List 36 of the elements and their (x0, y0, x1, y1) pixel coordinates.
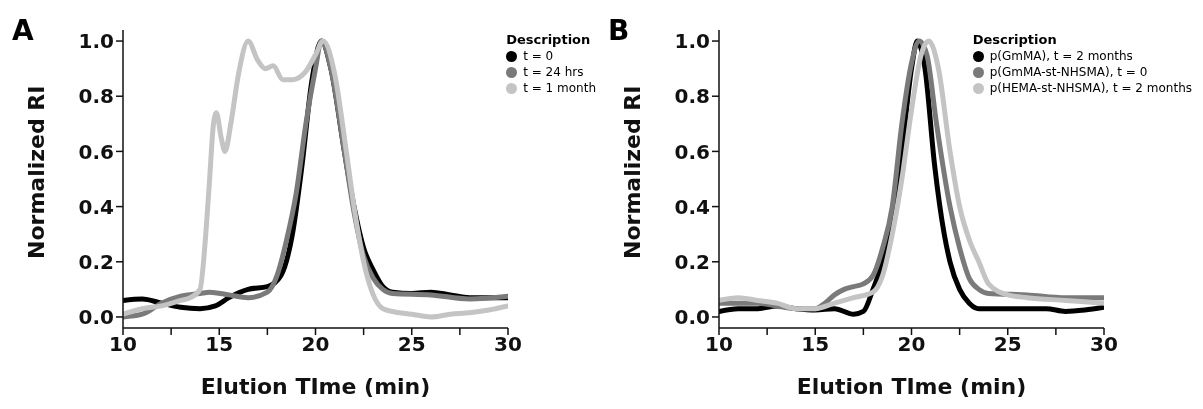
y-tick-label: 0.2 (674, 249, 710, 274)
y-tick-label: 0.4 (674, 194, 710, 219)
y-tick-label: 0.6 (78, 139, 114, 164)
legend-label: t = 24 hrs (523, 64, 584, 80)
y-tick-label: 0.8 (674, 84, 710, 109)
y-tick-label: 0.4 (78, 194, 114, 219)
y-tick-label: 1.0 (674, 29, 710, 54)
legend-label: p(GmMA-st-NHSMA), t = 0 (989, 64, 1148, 80)
x-tick-label: 15 (205, 332, 234, 357)
x-tick-label: 30 (1090, 332, 1118, 357)
y-tick-label: 0.0 (78, 305, 114, 330)
legend-title: Description (972, 32, 1058, 48)
y-tick-label: 0.6 (674, 139, 710, 164)
x-tick-label: 15 (801, 332, 830, 357)
y-axis-title: Normalized RI (23, 85, 49, 259)
y-tick-label: 1.0 (78, 29, 114, 54)
legend-label: t = 0 (523, 48, 554, 64)
y-tick-label: 0.0 (674, 305, 710, 330)
legend-label: p(HEMA-st-NHSMA), t = 2 months (989, 80, 1192, 96)
legend-title: Description (506, 32, 592, 48)
y-tick-label: 0.2 (78, 249, 114, 274)
legend-label: t = 1 month (523, 80, 596, 96)
legend-label: p(GmMA), t = 2 months (989, 48, 1133, 64)
x-tick-label: 20 (897, 332, 926, 357)
y-axis-title: Normalized RI (619, 85, 645, 259)
x-tick-label: 25 (397, 332, 426, 357)
x-axis-title: Elution TIme (min) (796, 374, 1027, 399)
x-axis-title: Elution TIme (min) (200, 374, 431, 399)
x-tick-label: 25 (993, 332, 1022, 357)
x-tick-label: 10 (705, 332, 733, 357)
y-tick-label: 0.8 (78, 84, 114, 109)
text: A (12, 14, 34, 47)
x-tick-label: 30 (494, 332, 522, 357)
x-tick-label: 20 (301, 332, 330, 357)
text: B (608, 14, 630, 47)
x-tick-label: 10 (109, 332, 137, 357)
